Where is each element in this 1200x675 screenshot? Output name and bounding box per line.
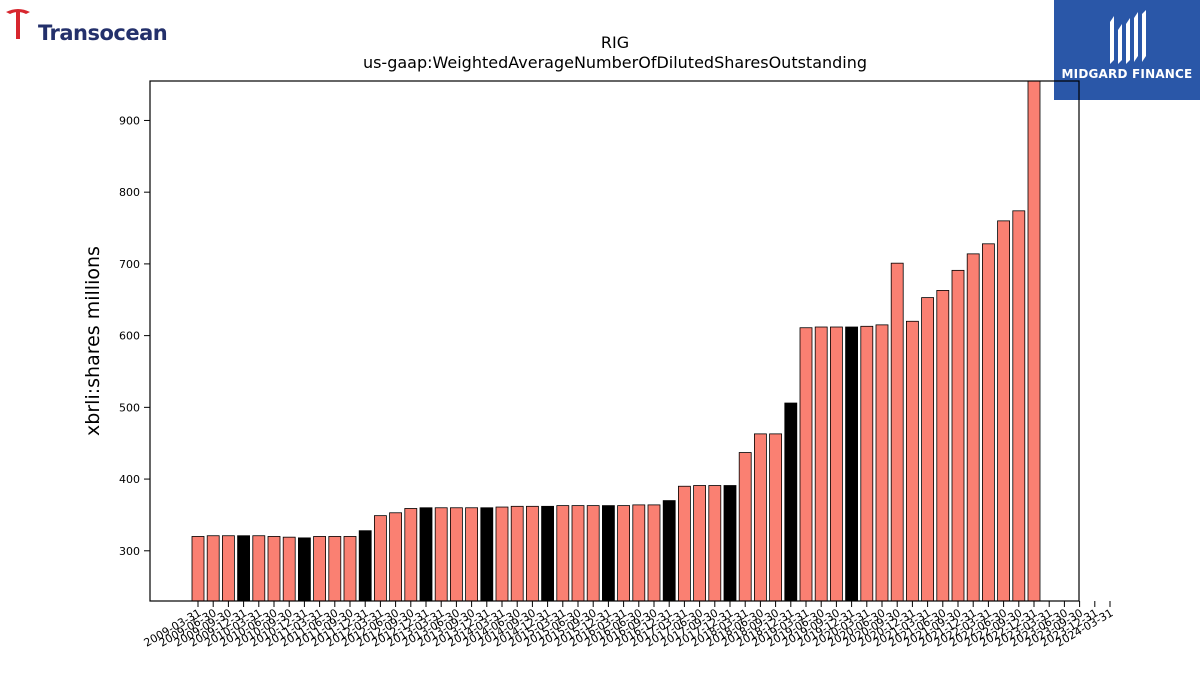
bar — [723, 485, 737, 602]
bar — [373, 515, 387, 602]
bar — [1027, 80, 1041, 602]
bar — [693, 485, 706, 602]
bar — [769, 433, 782, 602]
bar — [814, 326, 828, 602]
bar — [647, 504, 661, 602]
bar — [480, 507, 494, 602]
bar — [313, 536, 327, 602]
bar — [921, 297, 934, 602]
bar — [419, 507, 433, 602]
transocean-t-icon — [6, 9, 30, 39]
bar — [738, 452, 752, 602]
bar — [906, 320, 919, 602]
bar — [830, 326, 843, 602]
bar — [510, 505, 524, 602]
bar — [997, 220, 1010, 602]
bar — [465, 507, 479, 602]
bar — [328, 536, 342, 602]
y-tick-label: 800 — [119, 186, 140, 199]
bar — [404, 508, 418, 602]
bar — [389, 512, 403, 602]
y-axis-label: xbrli:shares millions — [82, 246, 104, 436]
bar — [632, 504, 646, 602]
bar — [799, 327, 813, 602]
bar — [662, 500, 676, 602]
bar — [982, 243, 995, 602]
bar — [678, 485, 691, 602]
bar — [556, 505, 570, 602]
chart-title: RIG — [601, 33, 629, 52]
bar — [845, 326, 858, 602]
transocean-wordmark: Transocean — [38, 21, 168, 45]
y-tick-label: 400 — [119, 473, 140, 486]
bar — [221, 535, 235, 602]
bar — [1012, 210, 1026, 602]
plot-frame — [149, 80, 1080, 602]
bar — [951, 269, 965, 602]
bar — [890, 262, 904, 602]
bar — [297, 537, 311, 602]
bar — [358, 530, 372, 602]
bar — [343, 536, 357, 602]
bar — [617, 505, 630, 602]
midgard-finance-wordmark: MIDGARD FINANCE — [1061, 67, 1193, 81]
bar — [586, 505, 600, 602]
bar — [754, 433, 767, 602]
bar — [708, 485, 722, 602]
bar — [267, 536, 281, 602]
chart-subtitle: us-gaap:WeightedAverageNumberOfDilutedSh… — [363, 53, 867, 72]
bar — [541, 505, 554, 602]
bar — [571, 505, 585, 602]
y-tick-label: 300 — [119, 545, 140, 558]
bar — [936, 290, 950, 602]
y-tick-label: 600 — [119, 330, 140, 343]
bar — [966, 253, 980, 602]
transocean-logo: Transocean — [4, 4, 194, 46]
y-tick-label: 700 — [119, 258, 140, 271]
bar — [252, 535, 266, 602]
bars-group — [191, 80, 1041, 602]
y-tick-label: 500 — [119, 401, 140, 414]
bar — [191, 536, 205, 602]
midgard-finance-logo: MIDGARD FINANCE — [1054, 0, 1200, 100]
y-axis: 300 400 500 600 700 800 900 — [119, 114, 150, 558]
y-tick-label: 900 — [119, 114, 140, 127]
bar — [526, 505, 539, 602]
bar — [434, 507, 448, 602]
bar — [602, 505, 615, 602]
bar — [237, 535, 251, 602]
bar — [282, 536, 296, 602]
bar — [449, 507, 463, 602]
bar — [206, 535, 220, 602]
x-axis: 2009-03-312009-06-302009-09-302009-12-31… — [142, 601, 1116, 650]
bar — [860, 325, 874, 602]
bar — [875, 324, 889, 602]
bar — [495, 506, 509, 602]
bar — [784, 402, 798, 602]
midgard-mark-icon — [1110, 10, 1146, 64]
